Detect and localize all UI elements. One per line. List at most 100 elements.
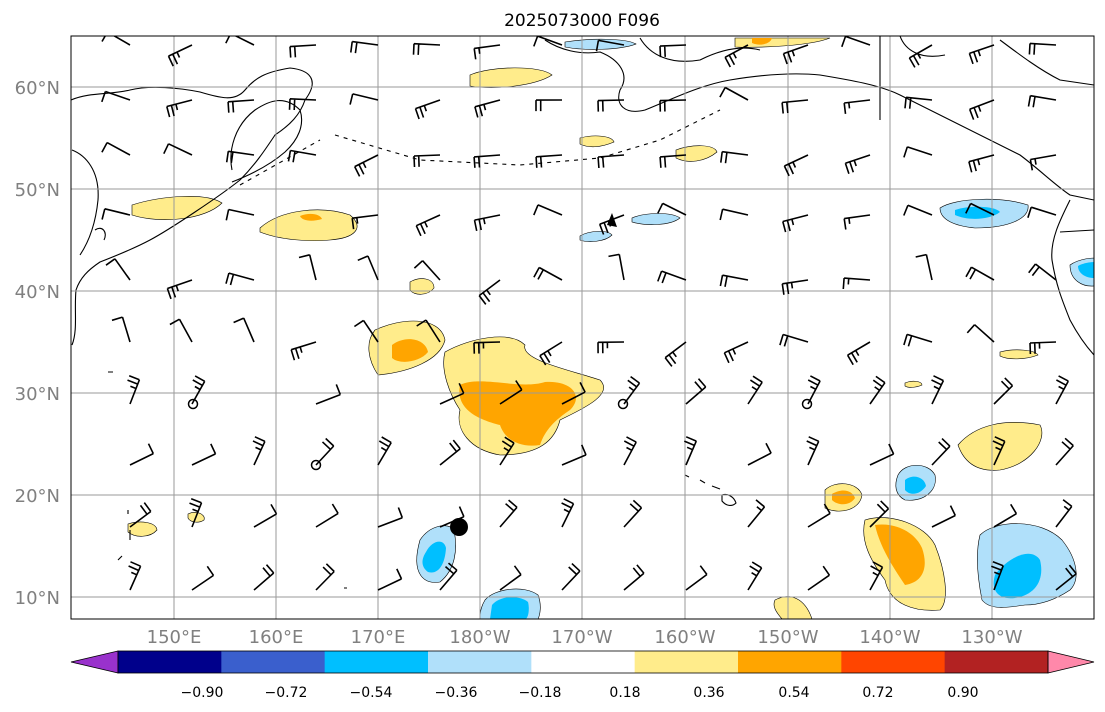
wind-barb [561, 498, 575, 528]
storm-position-marker [450, 518, 468, 536]
wind-barb [166, 99, 193, 118]
wind-barb [1055, 564, 1077, 591]
colorbar-tick-label: 0.36 [693, 685, 724, 701]
colorbar-tick-label: 0.72 [862, 685, 893, 701]
wind-barb [747, 442, 772, 466]
calm-wind-circle [187, 398, 199, 410]
wind-barb [869, 561, 884, 591]
wind-barb [623, 499, 643, 528]
wind-barb [993, 503, 1018, 528]
positive-anomaly-region [999, 349, 1039, 360]
colorbar-segment [221, 651, 326, 673]
wind-barb [478, 279, 501, 305]
longitude-label: 170°W [551, 627, 612, 648]
wind-barb [597, 99, 625, 112]
wind-barb [225, 36, 255, 46]
wind-barb [664, 341, 687, 367]
wind-barb [191, 375, 206, 405]
wind-barb [1027, 206, 1057, 218]
colorbar-tick-labels: −0.90 −0.72 −0.54 −0.36 −0.18 0.18 0.36 … [181, 685, 979, 701]
wind-barb [499, 499, 518, 528]
wind-barb [623, 564, 645, 591]
wind-barb [685, 565, 708, 591]
wind-barb [747, 561, 763, 591]
wind-barb [315, 503, 339, 528]
wind-barb [779, 333, 809, 347]
wind-barb [968, 99, 995, 120]
negative-anomaly-core [490, 597, 529, 619]
wind-barb [657, 202, 687, 216]
wind-barb [623, 436, 637, 466]
wind-barbs [101, 36, 1077, 591]
map-gridlines [71, 36, 1094, 619]
positive-anomaly-region [259, 209, 358, 242]
coastline-kamchatka [230, 100, 303, 183]
coastlines [71, 36, 1094, 589]
positive-anomaly-region [579, 135, 615, 148]
wind-barb [127, 375, 141, 405]
wind-barb [931, 505, 957, 528]
wind-barb [561, 444, 587, 466]
colorbar-extend-high [1047, 650, 1095, 674]
wind-barb [105, 258, 131, 281]
wind-barb [842, 277, 871, 290]
wind-barb [439, 562, 458, 591]
colorbar-segment [118, 651, 222, 673]
wind-barb [782, 44, 809, 65]
wind-barb [189, 498, 203, 528]
latitude-labels: 60°N 50°N 40°N 30°N 20°N 10°N [15, 78, 60, 609]
wind-barb [315, 563, 335, 591]
wind-barb [351, 214, 379, 230]
wind-barb [747, 375, 763, 405]
wind-barb [841, 36, 871, 48]
wind-barb [659, 99, 687, 112]
wind-barb [993, 377, 1014, 405]
wind-barb [683, 436, 698, 466]
positive-anomaly-region [127, 521, 158, 537]
wind-barb [167, 44, 193, 67]
wind-barb [533, 266, 563, 281]
shaded-anomaly-fields [127, 37, 1094, 619]
colorbar-segment [324, 651, 429, 673]
wind-barb [869, 500, 890, 528]
wind-barb [473, 341, 501, 354]
wind-barb [353, 319, 379, 343]
wind-barb [128, 561, 142, 591]
wind-barb [253, 564, 275, 591]
wind-barb [719, 86, 749, 101]
map-area [70, 35, 1095, 620]
coastline-hawaii [684, 474, 737, 506]
wind-barb [807, 565, 831, 591]
wind-barb [1029, 341, 1057, 355]
colorbar-segment [841, 651, 946, 673]
latitude-label: 60°N [15, 78, 60, 99]
colorbar-segment [634, 651, 739, 673]
wind-barb [1055, 499, 1073, 528]
wind-barb [111, 316, 131, 343]
wind-barb [903, 146, 933, 158]
wind-barb [349, 93, 379, 105]
latitude-label: 20°N [15, 486, 60, 507]
wind-barb [191, 565, 215, 591]
wind-barb [747, 499, 766, 528]
wind-barb [473, 44, 501, 60]
wind-barb [869, 375, 886, 405]
coastline-asia [71, 67, 313, 346]
wind-barb [163, 143, 193, 156]
wind-barb [1029, 154, 1057, 171]
coastline-bering-alaska [544, 39, 1094, 201]
positive-anomaly-region [957, 422, 1043, 471]
wind-barb [904, 96, 933, 109]
positive-anomaly-core [392, 339, 428, 362]
wind-barb [597, 341, 625, 354]
wind-barb [783, 154, 809, 177]
colorbar-tick-label: 0.90 [947, 685, 978, 701]
positive-anomaly-core [300, 213, 322, 221]
wind-barb [414, 99, 441, 120]
wind-barb [412, 42, 441, 55]
wind-barb [416, 319, 441, 343]
colorbar-tick-label: 0.18 [609, 685, 640, 701]
wind-barb [377, 568, 403, 591]
positive-anomaly-region [675, 145, 718, 162]
